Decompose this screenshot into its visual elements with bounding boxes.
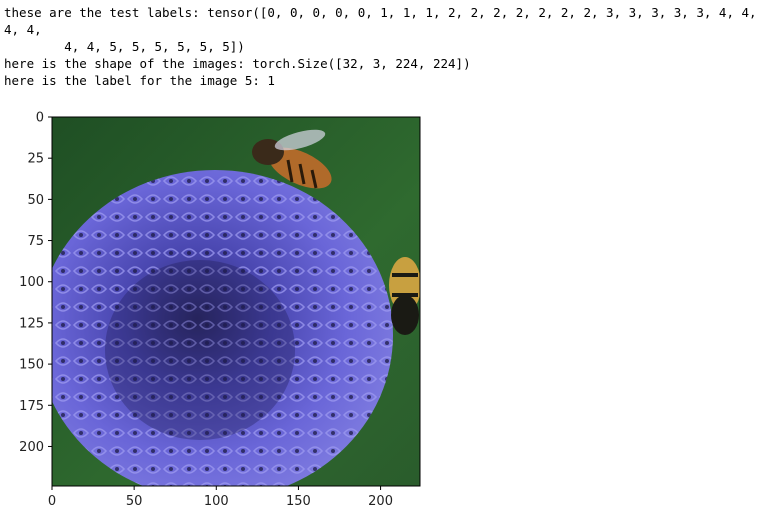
image-frame bbox=[51, 116, 421, 487]
output-line-5: here is the label for the image 5: 1 bbox=[4, 73, 275, 88]
y-tick-label: 0 bbox=[36, 111, 44, 126]
output-line-1: these are the test labels: tensor([0, 0,… bbox=[4, 5, 757, 20]
x-tick-label: 100 bbox=[204, 494, 229, 509]
y-tick-label: 175 bbox=[19, 399, 44, 414]
output-line-2: 4, 4, bbox=[4, 22, 42, 37]
plot-svg: 0 50 100 150 200 0 25 50 75 100 125 150 175 200 bbox=[19, 111, 421, 509]
x-axis: 0 50 100 150 200 bbox=[48, 486, 393, 509]
y-tick-label: 75 bbox=[27, 234, 44, 249]
y-tick-label: 125 bbox=[19, 316, 44, 331]
x-tick-label: 0 bbox=[48, 494, 56, 509]
x-tick-label: 200 bbox=[368, 494, 393, 509]
y-tick-label: 25 bbox=[27, 152, 44, 167]
y-axis: 0 25 50 75 100 125 150 175 200 bbox=[19, 111, 52, 455]
output-line-3: 4, 4, 5, 5, 5, 5, 5, 5]) bbox=[4, 39, 245, 54]
cell-output: these are the test labels: tensor([0, 0,… bbox=[4, 4, 774, 89]
y-tick-label: 200 bbox=[19, 440, 44, 455]
image-plot: 0 50 100 150 200 0 25 50 75 100 125 150 175 200 bbox=[0, 100, 430, 516]
x-tick-label: 150 bbox=[286, 494, 311, 509]
image-content bbox=[52, 117, 420, 486]
bee-right bbox=[389, 257, 420, 335]
x-tick-label: 50 bbox=[126, 494, 143, 509]
bee-top bbox=[252, 129, 332, 189]
y-tick-label: 100 bbox=[19, 275, 44, 290]
y-tick-label: 50 bbox=[27, 193, 44, 208]
output-line-4: here is the shape of the images: torch.S… bbox=[4, 56, 471, 71]
y-tick-label: 150 bbox=[19, 358, 44, 373]
